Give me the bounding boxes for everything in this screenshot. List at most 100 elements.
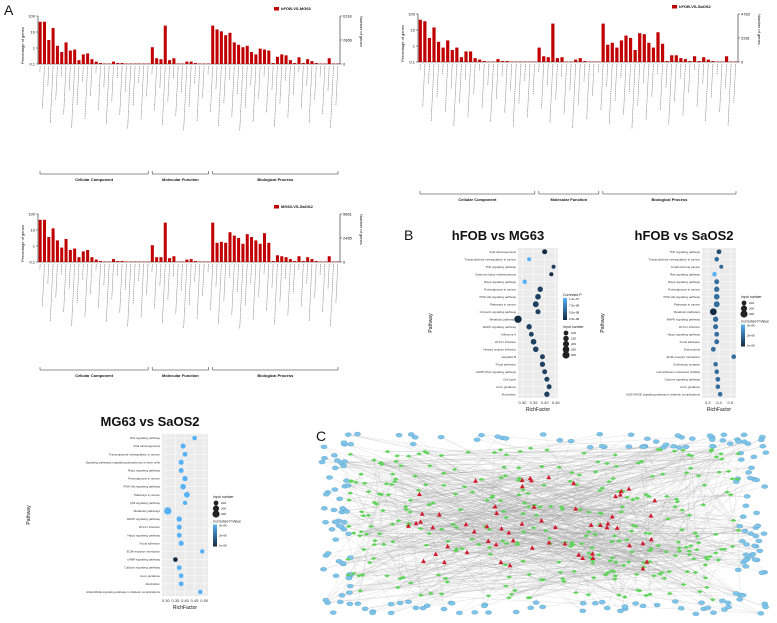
bar [306, 257, 309, 262]
term-label [77, 264, 79, 303]
bar [464, 51, 467, 62]
legend-swatch [672, 5, 677, 9]
bar [611, 43, 614, 62]
bar [246, 46, 249, 64]
bar [670, 55, 673, 62]
bar [310, 61, 313, 64]
bar [675, 55, 678, 62]
bar [60, 248, 63, 262]
bar [220, 31, 223, 64]
pathway-dot [714, 369, 719, 374]
ppi-network [318, 430, 770, 618]
network-node-outer [340, 464, 346, 468]
bar [172, 256, 175, 262]
term-label [533, 64, 535, 95]
term-label [162, 66, 165, 125]
term-label [320, 264, 321, 275]
term-label [83, 264, 84, 280]
network-node-outer [319, 460, 325, 464]
term-label [85, 66, 88, 119]
network-node-middle [622, 596, 628, 599]
pathway-dot [549, 272, 553, 276]
network-node-outer [753, 511, 759, 515]
network-node-outer [326, 475, 332, 479]
pathway-dot [173, 557, 178, 562]
bar [95, 260, 98, 262]
bar [280, 54, 283, 64]
term-label [288, 264, 291, 316]
network-node-outer [756, 539, 762, 543]
pathway-label: Metabolic pathways [490, 317, 517, 321]
pathway-label: Systemic lupus erythematosus [475, 272, 516, 276]
pathway-dot [544, 377, 549, 382]
bar [501, 61, 504, 62]
pathway-dot [544, 392, 549, 397]
legend-size-dot [740, 310, 747, 317]
bar [237, 45, 240, 64]
network-node-outer [737, 597, 743, 601]
pathway-dot [179, 468, 184, 473]
pathway-label: MAPK signaling pathway [483, 325, 517, 329]
pathway-label: Focal adhesion [496, 362, 517, 366]
term-label [154, 66, 156, 111]
bar [624, 36, 627, 62]
y-tick-label-left: 10 [31, 30, 36, 35]
network-node-outer [727, 442, 733, 446]
pathway-dot [181, 444, 186, 449]
term-label [42, 66, 44, 109]
bar [276, 57, 279, 64]
pathway-dot [542, 369, 547, 374]
x-axis-label: RichFactor [526, 407, 551, 413]
network-node-middle [585, 593, 591, 596]
bar [228, 232, 231, 262]
x-axis-label: RichFactor [173, 605, 198, 611]
network-node-middle [501, 465, 507, 468]
term-label [272, 264, 273, 288]
bar [39, 22, 42, 64]
pathway-dot [180, 484, 186, 490]
bar [52, 28, 55, 64]
network-node-outer [748, 466, 754, 470]
pathway-dot [714, 332, 719, 337]
pathway-dot [731, 354, 736, 359]
network-node-outer [347, 584, 353, 588]
legend-size-dot [742, 301, 747, 306]
bar [95, 62, 98, 64]
term-label [683, 64, 686, 116]
network-node-outer [628, 433, 634, 437]
bar [233, 42, 236, 64]
pathway-dot [182, 476, 187, 481]
bar [428, 38, 431, 62]
legend-swatch [274, 7, 279, 11]
y-tick-label-right: 5861 [343, 212, 353, 217]
category-label: Biological Process [652, 197, 689, 202]
term-label [125, 66, 126, 92]
network-edge [354, 463, 380, 533]
bar [263, 233, 266, 262]
x-tick-label: 0.40 [181, 598, 190, 603]
term-label [573, 64, 576, 128]
network-node-core [499, 526, 504, 530]
term-label [547, 64, 548, 86]
network-node-outer [705, 606, 711, 610]
x-tick-label: 0.5 [728, 400, 734, 405]
network-node-outer [678, 606, 684, 610]
term-label [556, 64, 558, 100]
network-node-outer [329, 527, 335, 531]
term-label [513, 64, 516, 127]
network-node-middle [357, 534, 363, 537]
network-node-middle [346, 499, 352, 502]
term-label [601, 64, 603, 110]
y-axis-label-left: Percentage of genes [400, 25, 405, 62]
legend-size-tick: 200 [749, 307, 754, 311]
network-node-outer [338, 525, 344, 529]
pathway-dot [527, 257, 531, 261]
network-edge [555, 482, 736, 528]
network-node-middle [700, 503, 706, 506]
network-node-outer [420, 606, 426, 610]
pathway-dot [714, 301, 720, 307]
network-node-outer [759, 571, 765, 575]
term-label [120, 66, 122, 115]
term-label [139, 66, 140, 83]
pathway-dot [552, 265, 556, 269]
